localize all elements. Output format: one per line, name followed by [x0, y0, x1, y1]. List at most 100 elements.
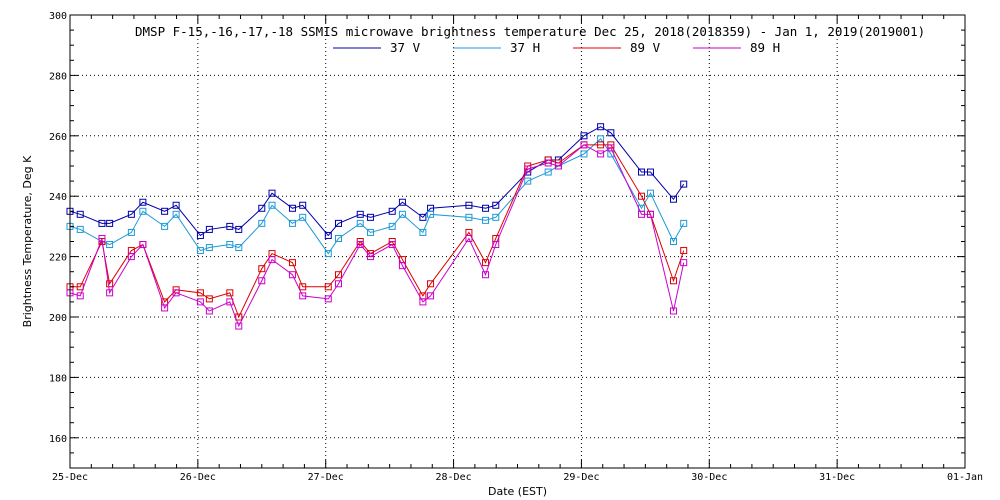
data-point	[127, 228, 135, 236]
legend: 37 V 37 H 89 V 89 H	[333, 40, 780, 55]
data-point	[366, 253, 374, 261]
data-point	[607, 129, 615, 137]
data-point	[288, 271, 296, 279]
data-point	[669, 307, 677, 315]
data-point	[172, 289, 180, 297]
x-tick-label: 25-Dec	[52, 472, 88, 483]
data-point	[139, 198, 147, 206]
data-point	[127, 253, 135, 261]
data-point	[106, 241, 114, 249]
data-point	[226, 289, 234, 297]
x-tick-label: 26-Dec	[180, 472, 216, 483]
legend-label: 37 H	[510, 40, 540, 55]
data-point	[465, 213, 473, 221]
data-point	[76, 210, 84, 218]
series-4	[66, 141, 688, 330]
data-point	[324, 231, 332, 239]
data-point	[161, 304, 169, 312]
legend-item: 37 H	[453, 40, 540, 55]
data-point	[597, 123, 605, 131]
data-point	[258, 265, 266, 273]
data-point	[172, 210, 180, 218]
data-point	[388, 241, 396, 249]
data-point	[356, 241, 364, 249]
data-point	[544, 168, 552, 176]
data-point	[139, 241, 147, 249]
data-point	[268, 189, 276, 197]
data-point	[161, 222, 169, 230]
x-tick-label: 29-Dec	[563, 472, 599, 483]
data-point	[607, 144, 615, 152]
data-point	[356, 210, 364, 218]
data-point	[258, 219, 266, 227]
data-point	[465, 201, 473, 209]
data-point	[324, 295, 332, 303]
data-point	[638, 168, 646, 176]
series-line	[69, 144, 685, 328]
data-point	[419, 298, 427, 306]
data-point	[205, 225, 213, 233]
x-tick-label: 27-Dec	[308, 472, 344, 483]
tick-labels: 25-Dec 26-Dec 27-Dec 28-Dec 29-Dec 30-Dec 31-D…	[49, 11, 983, 483]
x-tick-label: 30-Dec	[691, 472, 727, 483]
data-point	[398, 262, 406, 270]
data-point	[268, 201, 276, 209]
data-point	[106, 280, 114, 288]
data-point	[580, 150, 588, 158]
y-tick-label: 280	[49, 71, 67, 82]
data-point	[580, 132, 588, 140]
data-point	[98, 219, 106, 227]
data-point	[388, 222, 396, 230]
data-point	[106, 289, 114, 297]
data-point	[398, 210, 406, 218]
series-line	[69, 126, 685, 237]
y-tick-label: 200	[49, 313, 67, 324]
data-point	[680, 219, 688, 227]
grid	[70, 15, 965, 468]
legend-item: 89 V	[573, 40, 661, 55]
y-tick-label: 240	[49, 192, 67, 203]
legend-label: 89 V	[630, 40, 661, 55]
data-point	[335, 219, 342, 227]
data-point	[427, 280, 435, 288]
chart-title: DMSP F-15,-16,-17,-18 SSMIS microwave br…	[135, 24, 925, 39]
data-point	[544, 159, 552, 167]
data-point	[482, 216, 490, 224]
y-axis-label: Brightness Temperature, Deg K	[21, 155, 34, 327]
data-point	[324, 250, 332, 258]
y-tick-label: 160	[49, 434, 67, 445]
data-point	[680, 180, 688, 188]
data-point	[324, 283, 332, 291]
data-point	[427, 292, 435, 300]
data-point	[638, 192, 646, 200]
series-1	[66, 123, 688, 239]
data-point	[288, 219, 296, 227]
x-tick-label: 28-Dec	[436, 472, 472, 483]
series-2	[66, 135, 688, 258]
data-point	[680, 259, 688, 267]
data-point	[235, 225, 243, 233]
data-point	[172, 201, 180, 209]
legend-item: 37 V	[333, 40, 421, 55]
y-tick-label: 220	[49, 253, 67, 264]
data-point	[366, 213, 374, 221]
data-point	[680, 247, 688, 255]
data-point	[646, 189, 654, 197]
data-point	[196, 247, 204, 255]
data-point	[235, 244, 243, 252]
data-point	[226, 298, 234, 306]
plot-series	[66, 123, 688, 330]
data-point	[597, 141, 605, 149]
data-point	[139, 207, 147, 215]
data-point	[161, 207, 169, 215]
data-point	[492, 241, 500, 249]
data-point	[288, 259, 296, 267]
data-point	[597, 150, 605, 158]
data-point	[196, 231, 204, 239]
series-line	[69, 138, 685, 255]
y-tick-label: 180	[49, 373, 67, 384]
legend-label: 37 V	[390, 40, 421, 55]
data-point	[226, 222, 234, 230]
data-point	[482, 271, 490, 279]
